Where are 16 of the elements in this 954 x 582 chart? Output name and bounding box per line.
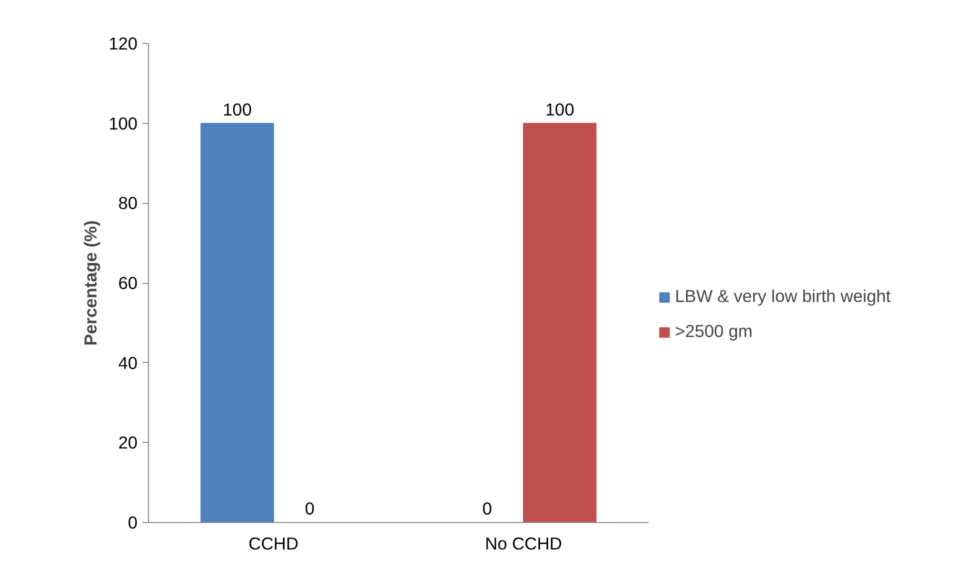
data-label: 100 bbox=[222, 99, 252, 120]
data-label: 100 bbox=[545, 99, 574, 120]
y-axis-title: Percentage (%) bbox=[80, 220, 101, 346]
data-label: 0 bbox=[482, 498, 492, 518]
y-tick-label: 60 bbox=[118, 273, 138, 293]
y-tick-label: 20 bbox=[118, 432, 138, 453]
x-tick-label: CCHD bbox=[248, 534, 299, 554]
x-tick-label: No CCHD bbox=[484, 534, 562, 554]
y-tick-label: 80 bbox=[118, 193, 138, 214]
y-tick-label: 120 bbox=[108, 34, 138, 54]
y-tick-label: 100 bbox=[108, 113, 138, 134]
y-tick-label: 0 bbox=[128, 512, 138, 532]
legend-label: >2500 gm bbox=[675, 321, 753, 342]
y-tick-label: 40 bbox=[118, 352, 138, 373]
data-label: 0 bbox=[304, 498, 315, 518]
legend-label: LBW & very low birth weight bbox=[675, 286, 891, 307]
